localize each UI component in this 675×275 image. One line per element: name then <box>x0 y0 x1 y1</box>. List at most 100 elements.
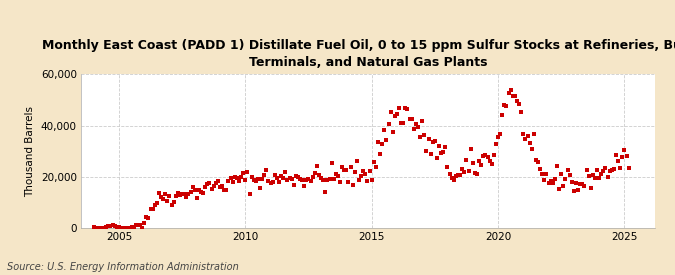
Point <box>575 182 586 186</box>
Point <box>438 150 449 154</box>
Point <box>589 176 600 181</box>
Point <box>120 226 131 230</box>
Point <box>459 170 470 175</box>
Point <box>375 151 385 156</box>
Point <box>558 184 569 188</box>
Y-axis label: Thousand Barrels: Thousand Barrels <box>25 106 35 197</box>
Point <box>267 180 278 184</box>
Point <box>358 169 369 173</box>
Point <box>579 184 590 188</box>
Point <box>560 177 571 181</box>
Point <box>531 158 541 163</box>
Point <box>425 152 436 156</box>
Point <box>436 150 447 155</box>
Point <box>318 178 329 183</box>
Point <box>387 130 398 134</box>
Point <box>383 122 394 127</box>
Point <box>495 132 506 136</box>
Point <box>412 125 423 129</box>
Point <box>369 160 379 164</box>
Point <box>453 173 464 177</box>
Point <box>520 137 531 141</box>
Point <box>461 158 472 163</box>
Point <box>309 171 320 176</box>
Point <box>508 94 518 98</box>
Point <box>535 167 545 172</box>
Point <box>211 181 221 186</box>
Point <box>463 169 474 174</box>
Point <box>278 175 289 180</box>
Point <box>202 182 213 186</box>
Point <box>613 159 624 163</box>
Point <box>234 179 244 184</box>
Point <box>286 176 297 181</box>
Point <box>537 172 547 177</box>
Point <box>206 187 217 191</box>
Point <box>486 161 497 166</box>
Point <box>465 147 476 151</box>
Point <box>297 178 308 182</box>
Point <box>516 109 526 114</box>
Point <box>217 184 227 188</box>
Point <box>105 224 116 229</box>
Point <box>547 180 558 185</box>
Point <box>141 215 152 219</box>
Point <box>480 153 491 158</box>
Point <box>533 160 543 165</box>
Point <box>252 176 263 181</box>
Point <box>324 177 335 181</box>
Point <box>529 131 539 136</box>
Point <box>543 181 554 186</box>
Point <box>545 179 556 183</box>
Point <box>230 175 240 179</box>
Point <box>181 195 192 200</box>
Point <box>476 163 487 167</box>
Point <box>117 226 128 230</box>
Point <box>549 177 560 182</box>
Point <box>162 199 173 204</box>
Point <box>377 142 387 146</box>
Point <box>562 167 573 172</box>
Point <box>493 135 504 139</box>
Point <box>556 172 566 176</box>
Point <box>501 103 512 108</box>
Point <box>568 189 579 193</box>
Point <box>134 223 145 227</box>
Point <box>417 119 428 123</box>
Point <box>284 176 295 180</box>
Point <box>337 165 348 170</box>
Point <box>362 178 373 183</box>
Point <box>200 185 211 189</box>
Point <box>126 225 137 230</box>
Point <box>606 168 617 172</box>
Point <box>457 166 468 171</box>
Point <box>499 103 510 107</box>
Point <box>280 170 291 175</box>
Point <box>518 132 529 137</box>
Point <box>570 181 581 186</box>
Point <box>242 170 253 174</box>
Point <box>115 226 126 230</box>
Point <box>254 186 265 191</box>
Point <box>139 221 150 225</box>
Point <box>307 174 318 179</box>
Point <box>99 226 109 230</box>
Point <box>326 161 337 165</box>
Point <box>474 159 485 164</box>
Point <box>153 191 164 195</box>
Point <box>113 225 124 229</box>
Point <box>145 207 156 212</box>
Point <box>572 188 583 192</box>
Point <box>250 179 261 184</box>
Point <box>608 167 619 171</box>
Point <box>97 226 107 230</box>
Point <box>484 158 495 163</box>
Point <box>431 156 442 160</box>
Point <box>244 192 255 196</box>
Point <box>467 161 478 166</box>
Point <box>524 141 535 145</box>
Point <box>427 140 438 144</box>
Point <box>328 177 339 181</box>
Point <box>299 184 310 188</box>
Point <box>522 134 533 139</box>
